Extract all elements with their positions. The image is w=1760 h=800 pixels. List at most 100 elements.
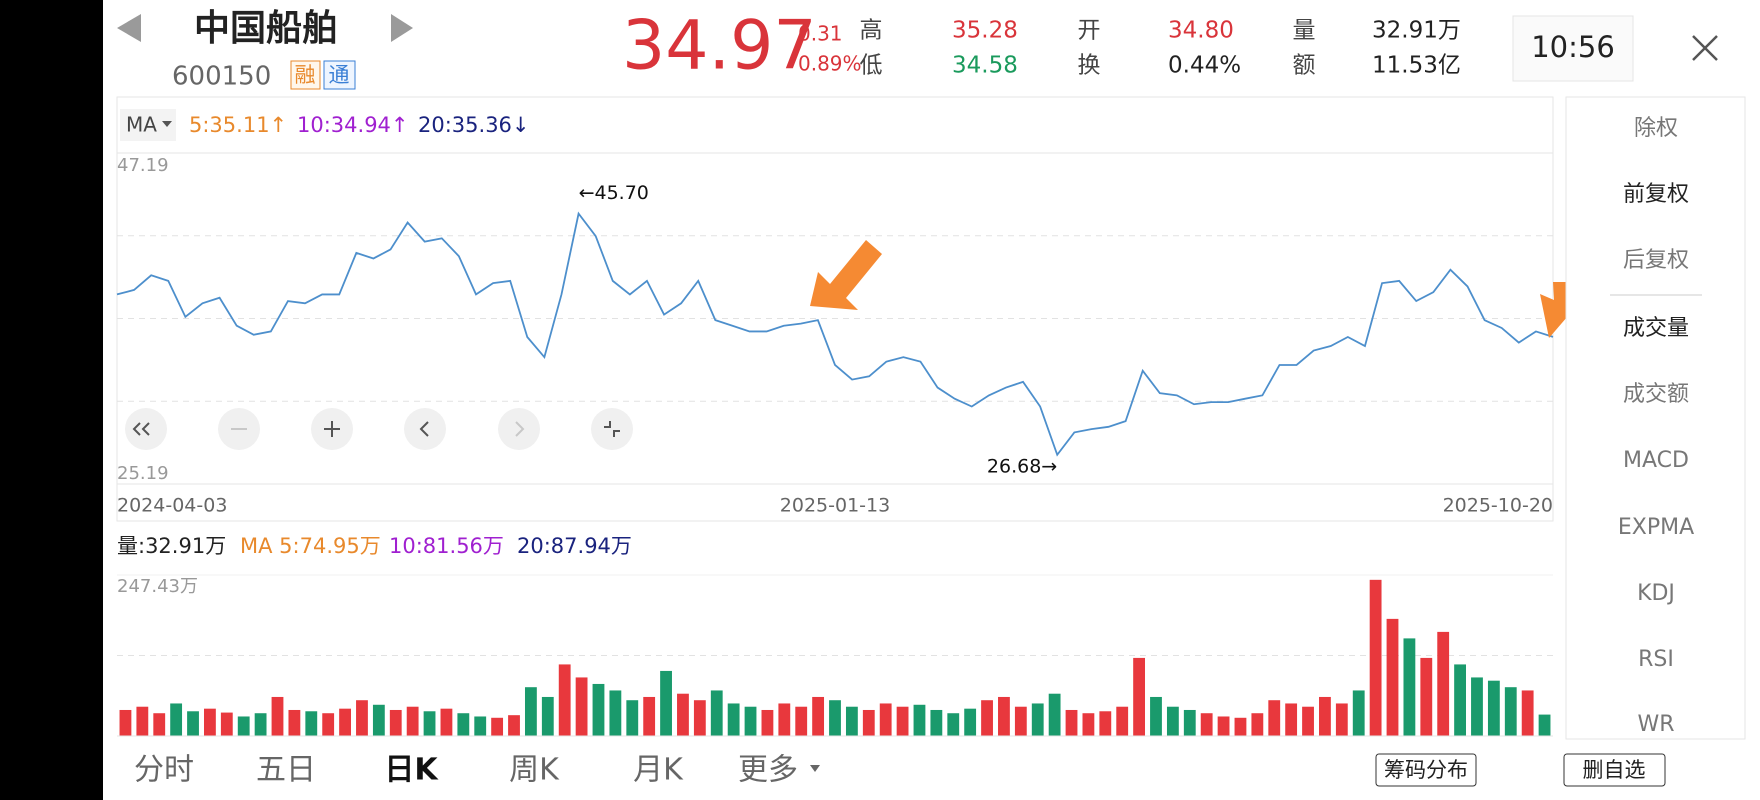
volume-bar [440, 708, 453, 736]
volume-bar [626, 700, 639, 736]
volume-bar [727, 703, 740, 736]
menu-item[interactable]: EXPMA [1618, 515, 1694, 540]
volume-bar [812, 696, 825, 736]
volume-bar [693, 700, 706, 736]
close-button[interactable] [1692, 35, 1718, 61]
volume-bar [896, 706, 909, 736]
volume-bar [1166, 706, 1179, 736]
badge: 通 [329, 63, 350, 87]
volume-bar [1504, 687, 1517, 736]
ma-value: 20:35.36↓ [418, 113, 530, 137]
prev-stock[interactable] [117, 14, 141, 42]
volume-bar [372, 704, 385, 736]
control-bg [125, 408, 167, 450]
volume-bar [237, 716, 250, 736]
side-menu [1565, 96, 1746, 740]
chart-control[interactable] [404, 408, 446, 450]
next-stock[interactable] [391, 14, 413, 42]
chart-control[interactable] [591, 408, 633, 450]
volume-bar [406, 706, 419, 736]
chart-control[interactable] [125, 408, 167, 450]
volume-bar [1285, 703, 1298, 736]
button-box[interactable] [1375, 753, 1477, 787]
dropdown-icon [162, 121, 172, 127]
tab[interactable]: 更多 [738, 753, 798, 788]
price-line [116, 211, 1554, 457]
volume-header: 20:87.94万 [517, 534, 632, 558]
volume-bar [1386, 618, 1399, 736]
volume-bar [305, 711, 318, 736]
menu-item[interactable]: WR [1637, 712, 1674, 737]
quote-value: 35.28 [952, 18, 1018, 44]
control-bg [498, 408, 540, 450]
volume-bar [524, 687, 537, 736]
volume-bar [1369, 579, 1382, 736]
button-box[interactable] [1563, 753, 1666, 787]
volume-bar [1268, 700, 1281, 736]
price-chart: MA 5:35.11↑ 10:34.94↑ 20:35.36↓ 47.19 25.19 20… [116, 113, 1554, 517]
y-tick-label: 25.19 [117, 463, 169, 484]
chart-control[interactable] [311, 408, 353, 450]
badge-box [290, 60, 321, 90]
menu-item[interactable]: 成交额 [1623, 382, 1689, 407]
menu-item[interactable]: KDJ [1637, 581, 1675, 606]
volume-bar [1150, 696, 1162, 736]
volume-chart: 量:32.91万 MA 5:74.95万 10:81.56万 20:87.94万 247… [117, 534, 1553, 737]
stock-name: 中国船舶 [194, 8, 338, 49]
quote-value: 34.80 [1168, 18, 1234, 44]
control-icon [604, 421, 620, 437]
volume-bar [964, 708, 977, 736]
change: 0.31 [798, 22, 843, 46]
tab[interactable]: 周K [509, 753, 560, 788]
tab[interactable]: 五日 [256, 753, 316, 788]
volume-bar [322, 713, 335, 736]
volume-bar [153, 713, 166, 736]
low-annotation: 26.68→ [987, 455, 1057, 477]
menu-item[interactable]: 后复权 [1623, 248, 1689, 273]
chart-control[interactable] [498, 408, 540, 450]
ma-label: MA [126, 113, 157, 137]
menu-item[interactable]: 前复权 [1623, 182, 1689, 207]
stock-code: 600150 [172, 62, 271, 92]
volume-header: 10:81.56万 [389, 534, 504, 558]
ma-value: 10:34.94↑ [297, 113, 409, 137]
volume-bar [508, 715, 520, 736]
chart-control[interactable] [218, 408, 260, 450]
quote-label: 换 [1078, 53, 1101, 79]
chart-controls [125, 408, 633, 450]
price: 34.97 [622, 7, 817, 86]
volume-bar [220, 712, 233, 736]
volume-bar [592, 683, 605, 736]
volume-bar [170, 703, 183, 736]
volume-bar [677, 693, 689, 736]
volume-bar [541, 696, 554, 736]
volume-bar [1454, 664, 1466, 736]
menu-item[interactable]: 成交量 [1623, 316, 1689, 341]
arrow-annotation [810, 240, 882, 310]
volume-bar [575, 677, 588, 736]
volume-bar [271, 696, 284, 736]
volume-bar [356, 700, 368, 736]
tab[interactable]: 分时 [134, 753, 194, 788]
button[interactable]: 筹码分布 [1384, 758, 1468, 782]
quote-value: 32.91万 [1372, 18, 1461, 44]
volume-bar [288, 709, 301, 736]
left-edge [0, 0, 103, 800]
volume-bar [423, 711, 436, 736]
volume-bar [491, 717, 504, 736]
time-box [1512, 15, 1634, 82]
tab[interactable]: 日K [384, 753, 439, 788]
button[interactable]: 删自选 [1583, 758, 1646, 782]
menu-item[interactable]: MACD [1623, 448, 1689, 473]
menu-item[interactable]: 除权 [1634, 116, 1678, 141]
quote-value: 34.58 [952, 53, 1018, 79]
tab[interactable]: 月K [633, 753, 684, 788]
volume-bar [829, 700, 841, 736]
volume-bar [778, 703, 791, 736]
menu-item[interactable]: RSI [1638, 647, 1674, 672]
volume-bar [474, 716, 487, 736]
volume-bar [744, 706, 757, 736]
control-icon [419, 421, 429, 437]
